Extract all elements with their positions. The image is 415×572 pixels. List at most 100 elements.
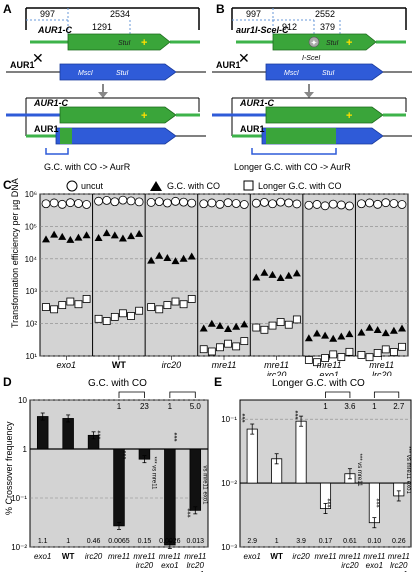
c-point-gc [127, 232, 136, 240]
b-dim-inner: 912 [282, 22, 297, 32]
c-point-gc [389, 326, 398, 334]
bar [62, 418, 74, 450]
c-point-uncut [251, 198, 261, 208]
c-point-gc [102, 229, 111, 237]
x-label: exo1 [34, 552, 51, 561]
c-point-uncut [65, 198, 75, 208]
comparison-bracket [118, 391, 145, 398]
c-xlabel: mre11 [264, 360, 289, 370]
b-site-stu2: StuI [322, 70, 335, 77]
c-point-gc [357, 328, 366, 336]
c-point-uncut [276, 197, 286, 207]
c-point-gc [66, 235, 75, 243]
c-point-uncut [126, 196, 136, 206]
b-crossover-x: ✕ [238, 50, 250, 66]
c-point-longer [292, 315, 301, 324]
panel-d-chart: G.C. with CO % Crossover frequency 10110… [4, 378, 209, 572]
c-point-gc [284, 271, 293, 279]
c-point-gc [215, 321, 224, 329]
c-point-longer [365, 353, 374, 362]
bottom-number: 0.15 [138, 538, 152, 545]
bottom-number: 3.9 [296, 538, 306, 545]
panel-label-b: B [216, 2, 225, 16]
c-point-uncut [365, 198, 374, 208]
c-point-uncut [207, 198, 217, 208]
c-point-gc [118, 234, 127, 242]
top-number: 1 [168, 402, 173, 411]
a-caption: G.C. with CO -> AurR [44, 162, 131, 172]
x-label: mre11 [388, 552, 410, 561]
c-point-uncut [146, 198, 156, 207]
c-point-gc [312, 329, 321, 337]
c-point-gc [155, 251, 164, 259]
c-point-gc [365, 323, 374, 331]
c-point-uncut [357, 199, 366, 209]
c-xlabel: irc20 [267, 370, 287, 376]
vs-label: *** vs mre11 [356, 454, 362, 488]
c-point-longer [260, 325, 269, 334]
c-point-longer [58, 301, 67, 310]
legend-uncut: uncut [81, 181, 104, 191]
c-point-uncut [110, 197, 120, 207]
c-point-longer [207, 347, 216, 356]
x-label: irc20 [85, 552, 103, 561]
c-xlabel: exo1 [57, 360, 77, 370]
x-label: mre11 [108, 552, 130, 561]
c-point-uncut [328, 199, 338, 209]
b-dim-right: 2552 [315, 9, 335, 19]
c-point-gc [199, 324, 208, 332]
x-label: exo1 [366, 561, 383, 570]
vs-label: *** vs mre11 [150, 457, 156, 491]
vs-label: vs mre11 exo1 [201, 466, 207, 506]
top-number: 23 [140, 402, 149, 411]
c-point-uncut [134, 197, 144, 207]
c-point-gc [260, 268, 269, 276]
a-site-stu2: StuI [116, 70, 129, 77]
c-ytick: 10¹ [25, 352, 37, 361]
top-number: 3.6 [344, 402, 356, 411]
c-point-longer [135, 306, 144, 315]
b-dim-left: 997 [246, 9, 261, 19]
x-label: mre11 [363, 552, 385, 561]
c-point-gc [207, 319, 216, 327]
c-point-longer [110, 312, 119, 321]
c-ytick: 10⁶ [25, 190, 37, 199]
b-dim-inner2: 379 [320, 22, 335, 32]
comparison-bracket [373, 391, 400, 398]
c-point-uncut [381, 198, 391, 208]
svg-text:+: + [346, 110, 352, 122]
c-point-uncut [284, 198, 294, 208]
plot-area [239, 399, 412, 548]
c-point-gc [58, 232, 67, 240]
top-number: 2.7 [393, 402, 405, 411]
c-point-gc [381, 329, 390, 337]
panel-label-d: D [3, 375, 12, 389]
c-point-uncut [187, 198, 197, 208]
legend-gc: G.C. with CO [167, 181, 220, 191]
e-title: Longer G.C. with CO [272, 378, 365, 389]
c-point-uncut [312, 200, 322, 209]
c-point-gc [94, 233, 103, 241]
bar [36, 416, 49, 450]
a-chrom-label: AUR1 [10, 60, 35, 70]
c-point-uncut [231, 199, 241, 208]
x-label: WT [62, 552, 75, 561]
c-point-uncut [215, 199, 225, 209]
c-xlabel: mre11 [212, 360, 237, 370]
c-point-longer [252, 323, 261, 332]
c-point-longer [102, 317, 111, 325]
b-prod-label2: AUR1 [240, 124, 265, 134]
c-point-gc [224, 325, 233, 333]
c-point-longer [329, 350, 338, 359]
c-point-gc [42, 235, 50, 243]
c-point-uncut [304, 200, 314, 210]
c-point-uncut [259, 197, 269, 207]
comparison-bracket [325, 391, 351, 398]
c-point-longer [345, 347, 354, 356]
top-number: 5.0 [190, 402, 202, 411]
bottom-number: 0.61 [343, 538, 357, 545]
c-point-gc [345, 330, 354, 338]
svg-text:✦: ✦ [311, 39, 317, 47]
bottom-number: 0.013 [187, 538, 205, 545]
c-point-gc [240, 320, 249, 328]
